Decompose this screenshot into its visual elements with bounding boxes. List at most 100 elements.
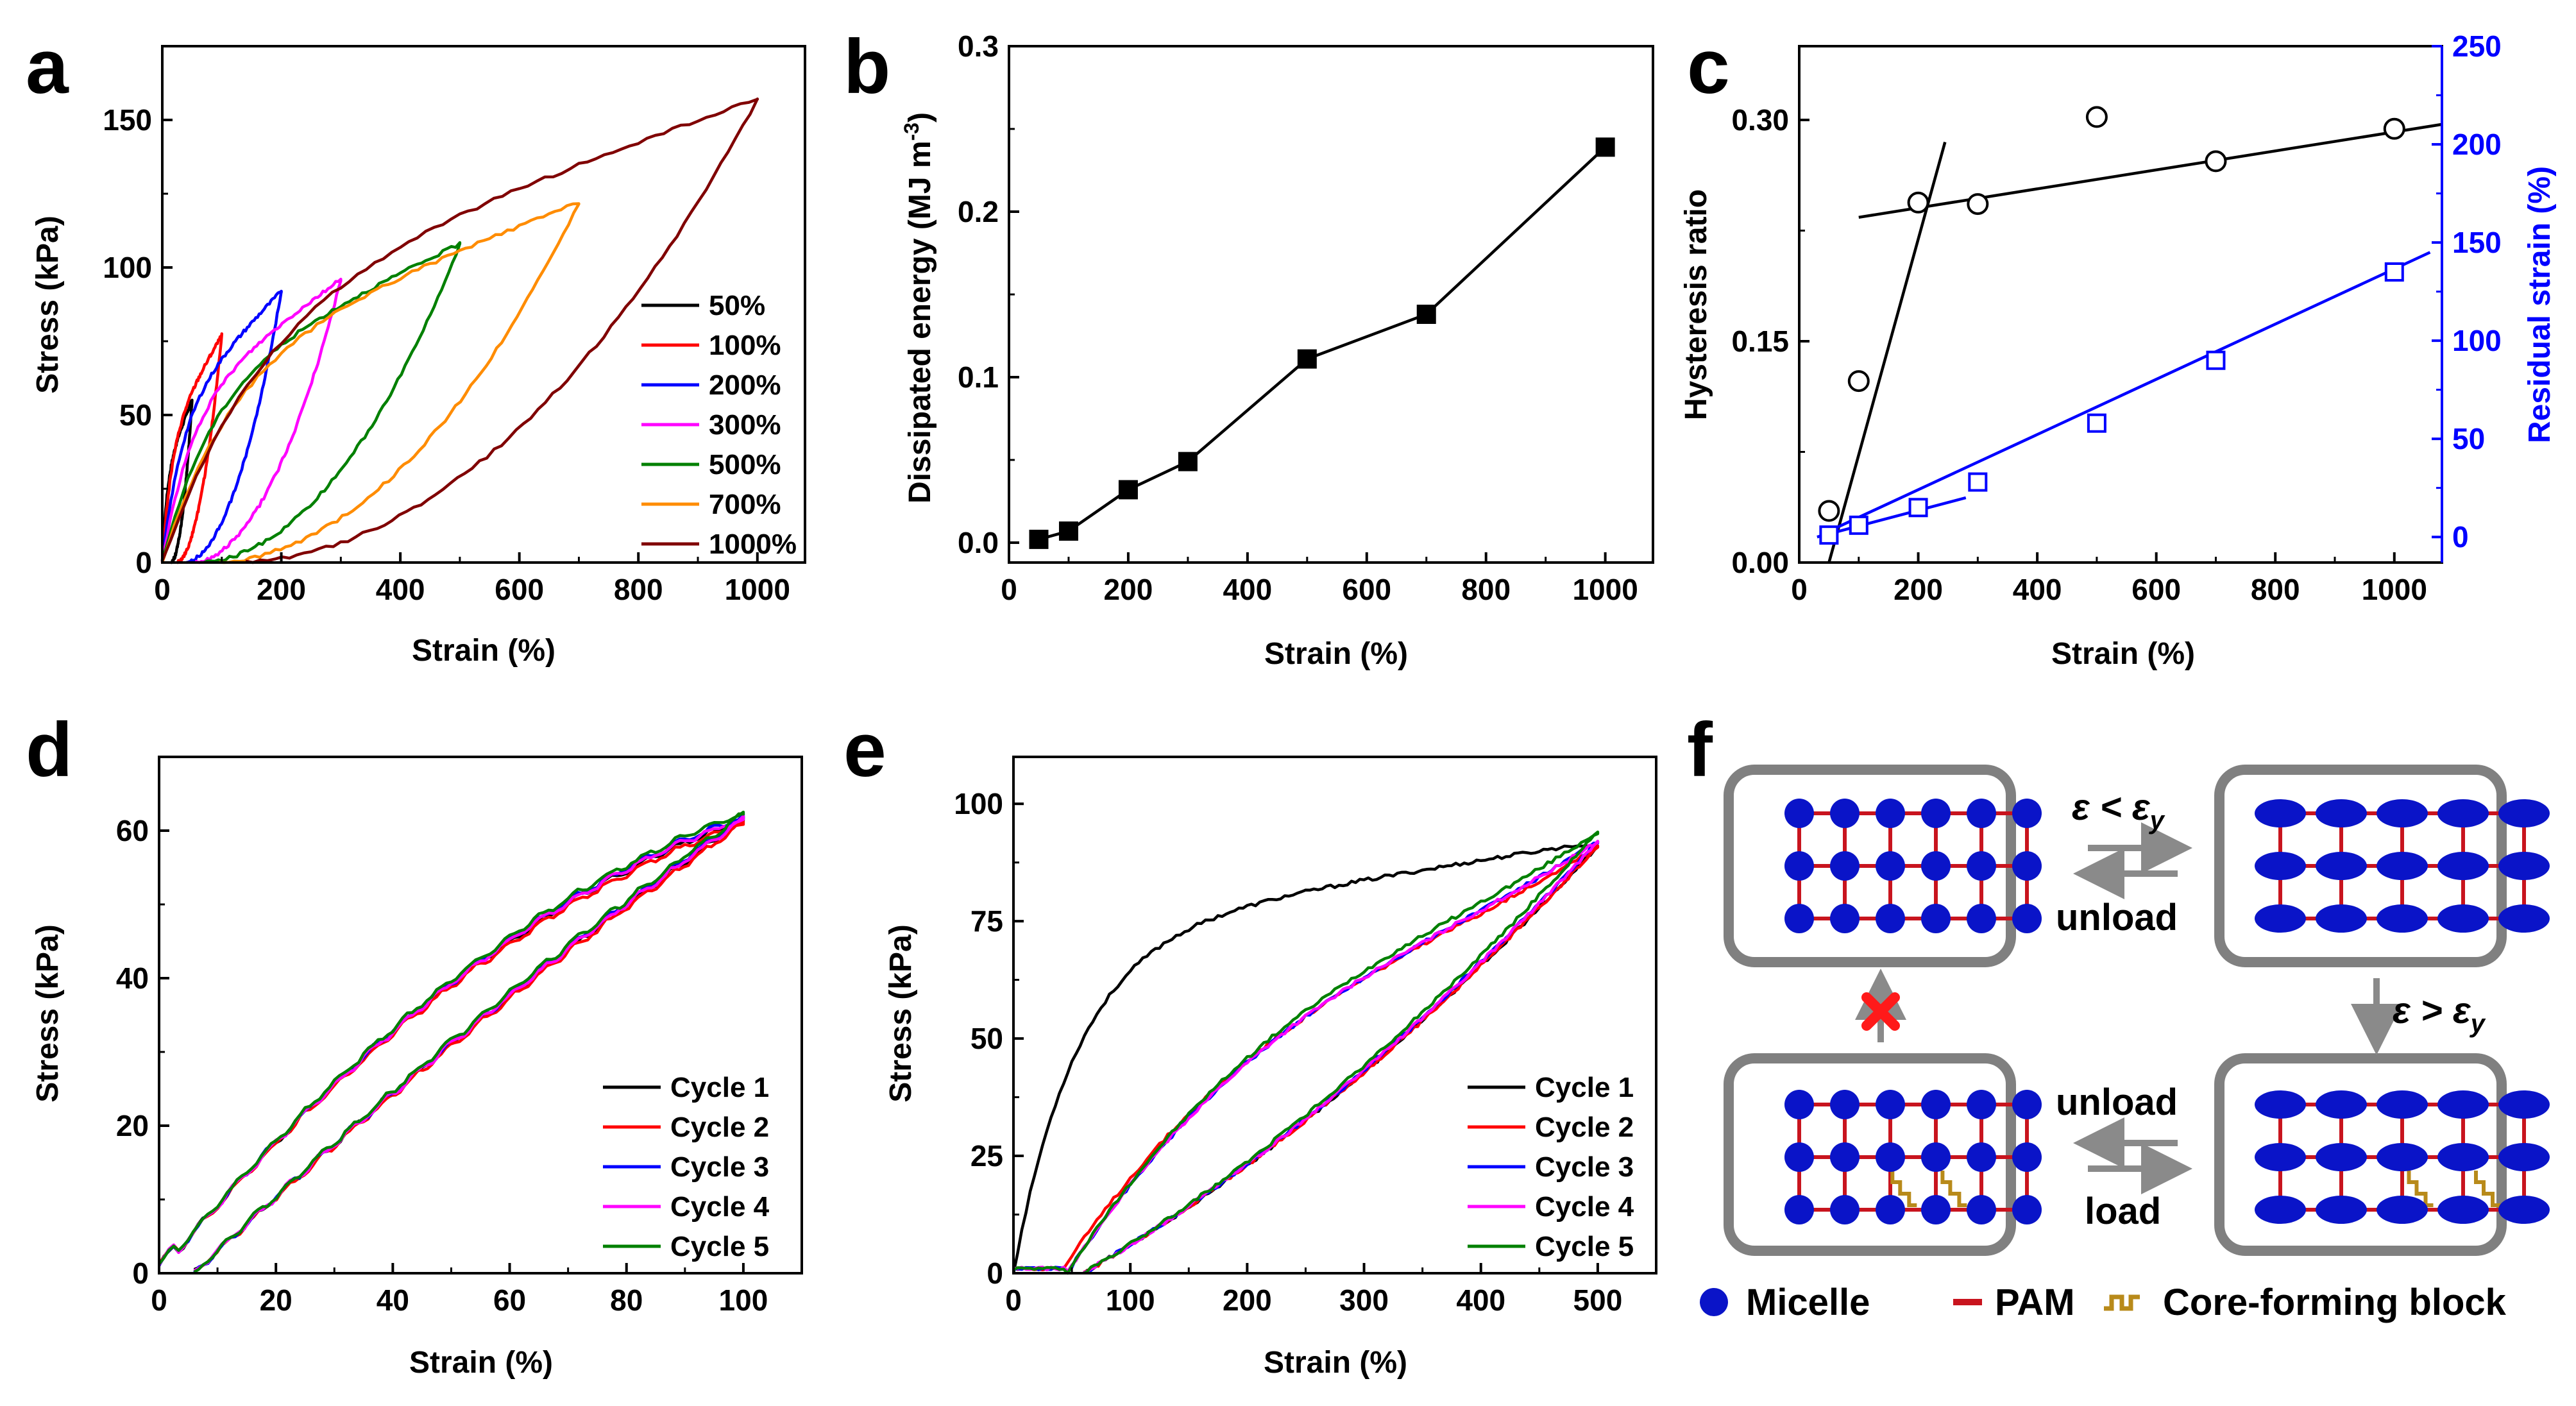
chart-c-residual-point	[1968, 472, 1988, 492]
x-tick-label: 0	[1001, 573, 1017, 606]
panel-letter-d: d	[26, 707, 72, 793]
chart-e-frame	[1012, 756, 1657, 1275]
x-tick-label: 60	[493, 1283, 526, 1317]
chart-c-hysteresis-point	[2383, 117, 2405, 140]
y2-tick-label: 250	[2452, 30, 2502, 63]
micelle	[1784, 904, 1814, 933]
x-tick-label: 200	[257, 573, 306, 606]
chart-d-frame	[158, 756, 803, 1275]
chart-a-series-500%	[160, 241, 462, 564]
micelle	[1830, 851, 1860, 881]
legend-label: Cycle 2	[1535, 1112, 1634, 1143]
x-tick-label: 0	[1791, 573, 1808, 606]
chart-panel-b: 0 200 400 600 800 1000 0.0 0.1 0.2 0.3 Strain (%)…	[900, 30, 1654, 671]
y-tick-label: 0.3	[958, 30, 999, 63]
micelle	[2255, 1196, 2306, 1224]
legend-label: Cycle 2	[670, 1112, 769, 1143]
legend-micelle-icon	[1700, 1288, 1728, 1316]
micelle	[1876, 1142, 1905, 1172]
x-tick-label: 0	[154, 573, 171, 606]
y-tick-label: 0	[132, 1257, 149, 1290]
micelle	[1876, 904, 1905, 933]
x-tick-label: 800	[2251, 573, 2300, 606]
x-tick-label: 400	[1223, 573, 1272, 606]
micelle	[1830, 1142, 1860, 1172]
chart-panel-d: 0 20 40 60 80 100 0 20 40 60 Strain (%) Stress (k…	[31, 756, 803, 1380]
chart-c-residual-point	[1819, 525, 1839, 545]
x-tick-label: 400	[376, 573, 425, 606]
y-tick-label: 150	[103, 103, 152, 137]
y-tick-label: 0.30	[1731, 103, 1789, 137]
y-tick-label: 50	[970, 1022, 1003, 1055]
x-tick-label: 0	[151, 1283, 167, 1317]
micelle	[1921, 1090, 1951, 1119]
legend-label: Cycle 4	[670, 1191, 770, 1223]
micelle	[2255, 904, 2306, 933]
legend-label: 200%	[709, 369, 781, 401]
y2-tick-label: 150	[2452, 226, 2502, 259]
x-tick-label: 200	[1894, 573, 1943, 606]
x-tick-label: 400	[2013, 573, 2062, 606]
x-tick-label: 600	[2131, 573, 2181, 606]
label-unload-bottom: unload	[2056, 1081, 2178, 1123]
x-tick-label: 100	[1106, 1283, 1155, 1317]
chart-d-series-4	[158, 810, 745, 1274]
x-tick-label: 100	[719, 1283, 768, 1317]
chart-c-hysteresis-point	[1967, 193, 1989, 216]
x-tick-label: 600	[1342, 573, 1391, 606]
chart-panel-e: 0 100 200 300 400 500 0 25 50 75 100 Strain (%) St…	[884, 756, 1657, 1380]
panel-letter-e: e	[843, 707, 886, 793]
micelle	[2377, 1090, 2428, 1119]
legend-label: Cycle 1	[670, 1072, 769, 1103]
chart-b-point	[1178, 452, 1198, 471]
micelle	[1784, 1142, 1814, 1172]
chart-a-series-1000%	[160, 97, 759, 564]
micelle	[2255, 1090, 2306, 1119]
panel-letter-a: a	[26, 24, 69, 110]
legend-core-icon	[2104, 1294, 2140, 1311]
micelle	[2377, 1196, 2428, 1224]
chart-c-hysteresis-point	[1907, 191, 1929, 214]
micelle	[1830, 1090, 1860, 1119]
micelle	[2012, 1142, 2042, 1172]
micelle	[2437, 904, 2489, 933]
micelle	[1876, 851, 1905, 881]
x-tick-label: 200	[1104, 573, 1153, 606]
micelle	[2437, 852, 2489, 880]
legend-label: Cycle 4	[1535, 1191, 1634, 1223]
micelle	[2498, 799, 2550, 827]
micelle	[1967, 799, 1996, 828]
label-eps-less: ε < εy	[2072, 786, 2165, 834]
chart-c-hysteresis-point	[1818, 500, 1840, 522]
micelle	[1784, 1195, 1814, 1224]
legend-micelle-label: Micelle	[1746, 1282, 1870, 1323]
legend-label: Cycle 1	[1535, 1072, 1634, 1103]
x-tick-label: 400	[1456, 1283, 1505, 1317]
y-tick-label: 25	[970, 1139, 1003, 1173]
chart-a-ticks: 0 200 400 600 800 1000 0 50 100 150	[103, 103, 790, 606]
chart-b-point	[1416, 304, 1436, 324]
label-eps-greater: ε > εy	[2393, 990, 2486, 1038]
core-block	[1940, 1171, 1967, 1207]
chart-panel-a: 0 200 400 600 800 1000 0 50 100 150 Strain (%) St…	[31, 45, 806, 668]
chart-c-hysteresis-point	[2085, 106, 2108, 128]
legend-label: 1000%	[709, 529, 797, 560]
network-recovered	[1784, 1090, 2042, 1224]
legend-label: 300%	[709, 409, 781, 441]
micelle	[2377, 904, 2428, 933]
micelle	[1921, 904, 1951, 933]
x-tick-label: 600	[495, 573, 544, 606]
chart-a-ylabel: Stress (kPa)	[31, 216, 65, 393]
chart-d-ylabel: Stress (kPa)	[31, 924, 65, 1102]
panel-letter-f: f	[1687, 707, 1713, 793]
chart-c-ticks: 0 200 400 600 800 1000 0.00 0.15 0.30 0 50 100 150 20…	[1731, 30, 2501, 606]
network-initial	[1784, 799, 2042, 933]
chart-d-curves	[158, 810, 745, 1274]
label-load-bottom: load	[2085, 1190, 2161, 1232]
legend-label: 500%	[709, 449, 781, 480]
micelle	[2498, 1090, 2550, 1119]
micelle	[1830, 799, 1860, 828]
micelle	[2437, 1196, 2489, 1224]
y2-tick-label: 100	[2452, 324, 2502, 357]
